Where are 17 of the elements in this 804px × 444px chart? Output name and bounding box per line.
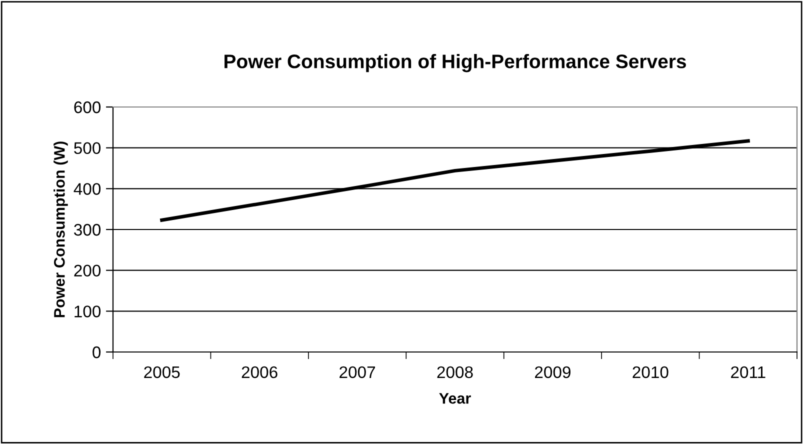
y-tick-label: 300 <box>74 224 101 236</box>
chart-title: Power Consumption of High-Performance Servers <box>224 54 686 72</box>
x-tick-label: 2005 <box>144 366 180 378</box>
y-tick-label: 0 <box>92 346 101 358</box>
x-tick-label: 2011 <box>731 366 766 378</box>
y-tick-label: 400 <box>74 183 101 195</box>
x-tick-label: 2009 <box>535 366 570 378</box>
y-tick-label: 200 <box>74 264 101 277</box>
x-tick-label: 2010 <box>632 366 668 378</box>
x-tick-label: 2006 <box>242 366 278 378</box>
y-tick-label: 600 <box>74 101 101 114</box>
x-axis-title: Year <box>439 393 471 404</box>
x-tick-label: 2008 <box>437 366 473 378</box>
y-tick-label: 500 <box>74 142 101 154</box>
y-axis-title: Power Consumption (W) <box>54 142 68 318</box>
x-tick-label: 2007 <box>340 366 375 378</box>
y-tick-label: 100 <box>74 306 101 318</box>
